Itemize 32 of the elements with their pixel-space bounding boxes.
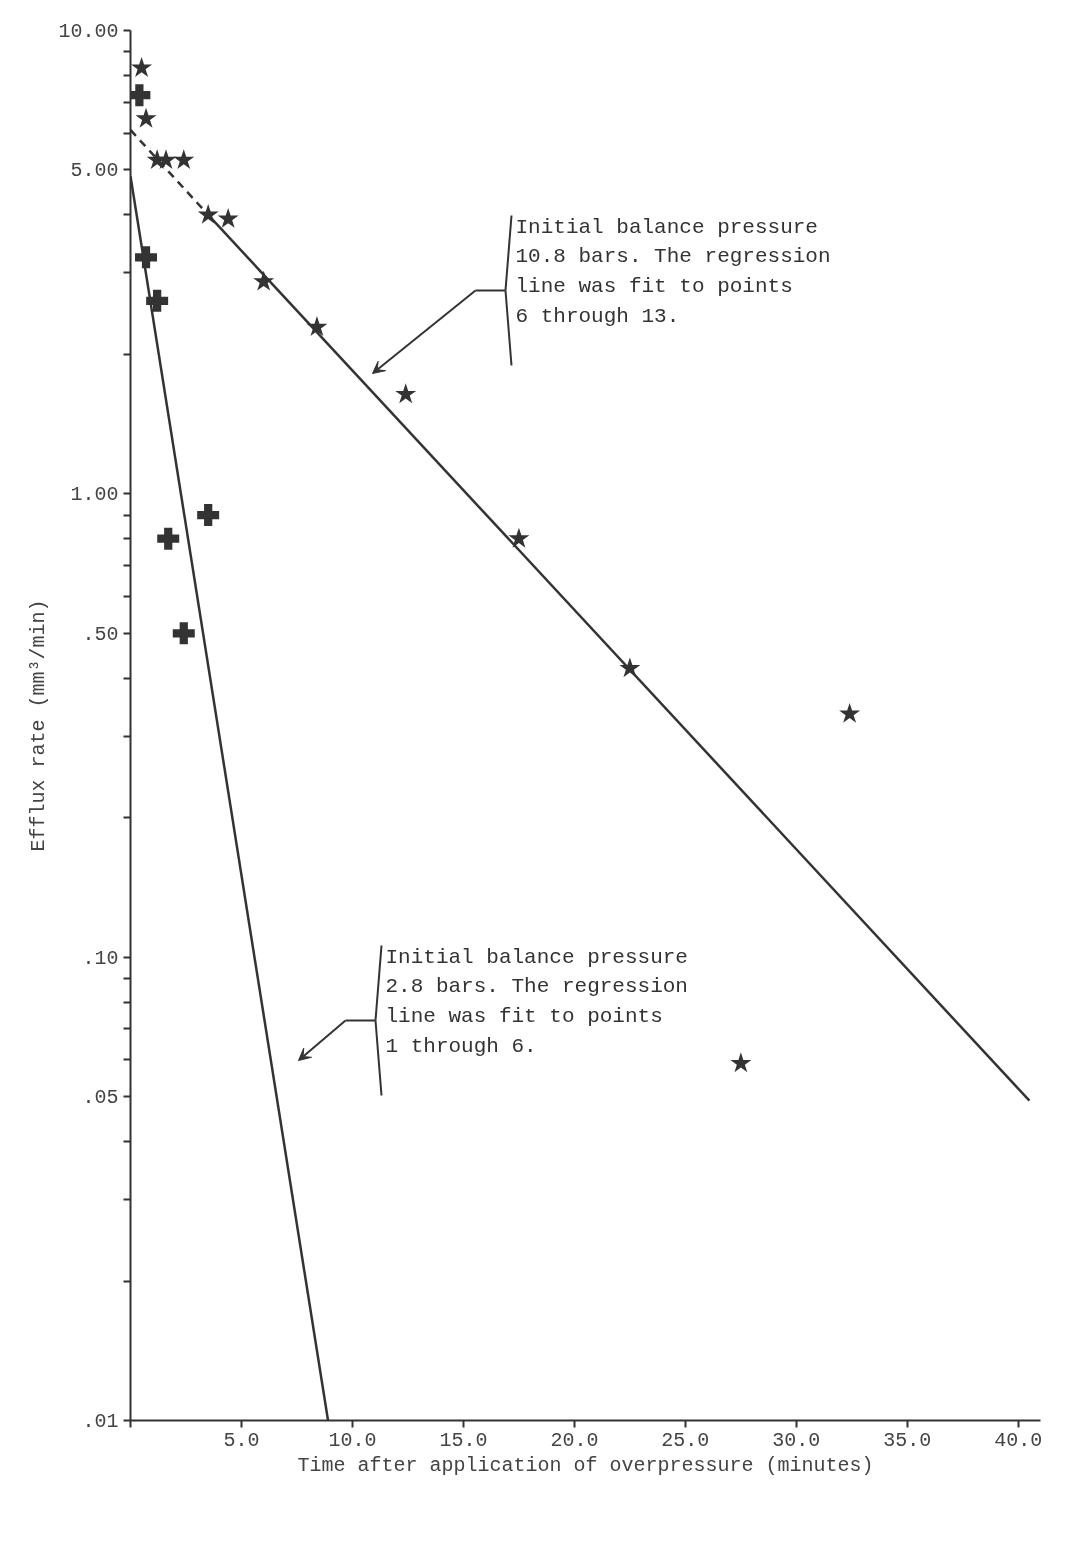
point [730, 1052, 752, 1073]
y-tick-label: 5.00 [70, 159, 119, 183]
annotation: Initial balance pressure 2.8 bars. The regression line was fit to points 1 through 6. [385, 945, 688, 1059]
annotation: Initial balance pressure 10.8 bars. The regression line was fit to points 6 through 13. [515, 215, 831, 329]
point [395, 383, 417, 404]
point [131, 56, 153, 77]
point [135, 107, 157, 128]
point [217, 207, 239, 228]
x-tick-label: 20.0 [550, 1428, 599, 1452]
point [172, 622, 195, 645]
x-tick-label: 10.0 [328, 1428, 377, 1452]
x-tick-label: 40.0 [994, 1428, 1043, 1452]
x-tick-label: 25.0 [661, 1428, 710, 1452]
point [197, 504, 220, 527]
y-tick-label: .50 [82, 622, 119, 646]
x-tick-label: 5.0 [223, 1428, 260, 1452]
point [157, 527, 180, 550]
y-tick-label: .01 [82, 1410, 119, 1433]
point [508, 527, 530, 548]
x-axis-title: Time after application of overpressure (minutes) [297, 1453, 874, 1477]
point [130, 84, 151, 107]
point [146, 289, 169, 312]
x-tick-label: 15.0 [439, 1428, 488, 1452]
y-tick-label: .10 [82, 946, 119, 970]
x-tick-label: 30.0 [772, 1428, 821, 1452]
y-tick-label: .05 [82, 1086, 119, 1110]
y-tick-label: 1.00 [70, 483, 119, 507]
x-tick-label: 35.0 [883, 1428, 932, 1452]
point [839, 702, 861, 723]
y-axis-title: Efflux rate (mm³/min) [27, 599, 51, 852]
y-tick-label: 10.00 [58, 20, 119, 43]
point [173, 149, 195, 170]
